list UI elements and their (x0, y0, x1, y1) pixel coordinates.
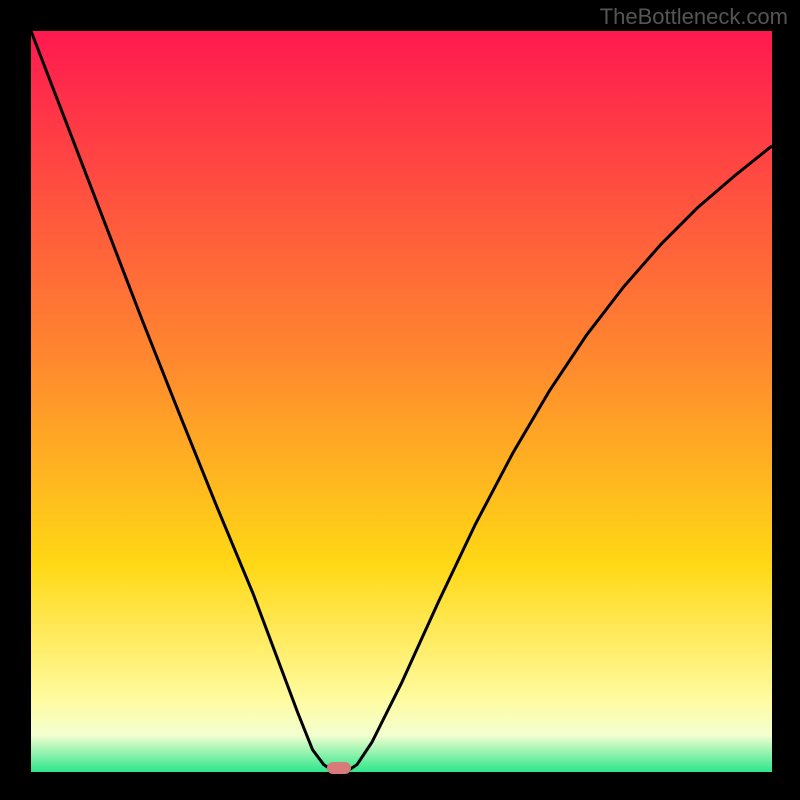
watermark-text: TheBottleneck.com (600, 4, 788, 30)
minimum-marker (327, 762, 351, 774)
curve-svg (31, 31, 772, 772)
bottleneck-curve (31, 31, 772, 772)
chart-plot-area (31, 31, 772, 772)
